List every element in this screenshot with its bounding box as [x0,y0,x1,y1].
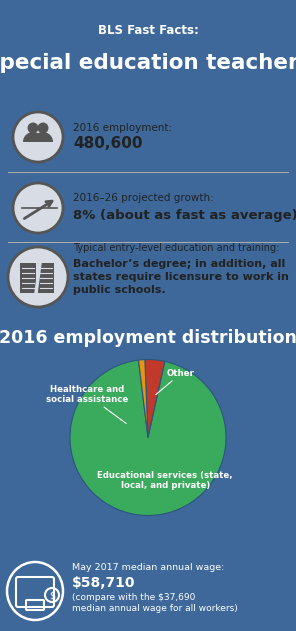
Text: 2016 employment distribution: 2016 employment distribution [0,329,296,347]
Text: May 2017 median annual wage:: May 2017 median annual wage: [72,563,224,572]
Wedge shape [139,360,148,437]
FancyBboxPatch shape [20,263,36,293]
Text: $: $ [49,590,55,600]
Circle shape [8,247,68,307]
Text: Special education teachers: Special education teachers [0,53,296,73]
Wedge shape [33,132,53,142]
Wedge shape [70,360,226,516]
Text: 8% (about as fast as average): 8% (about as fast as average) [73,208,296,221]
Text: Typical entry-level education and training:: Typical entry-level education and traini… [73,243,279,253]
Text: Other: Other [156,369,195,394]
Circle shape [13,183,63,233]
Text: 2016 employment:: 2016 employment: [73,123,172,133]
Text: 480,600: 480,600 [73,136,142,151]
Text: Healthcare and
social assistance: Healthcare and social assistance [46,385,128,423]
Text: Educational services (state,
local, and private): Educational services (state, local, and … [97,471,233,490]
Circle shape [38,122,49,134]
Wedge shape [145,360,165,437]
Text: $58,710: $58,710 [72,576,136,590]
Wedge shape [23,132,43,142]
Text: Bachelor’s degree; in addition, all
states require licensure to work in
public s: Bachelor’s degree; in addition, all stat… [73,259,289,295]
Circle shape [13,112,63,162]
Circle shape [28,122,38,134]
Text: 2016–26 projected growth:: 2016–26 projected growth: [73,193,214,203]
FancyBboxPatch shape [38,263,54,293]
Text: BLS Fast Facts:: BLS Fast Facts: [98,23,198,37]
Text: (compare with the $37,690
median annual wage for all workers): (compare with the $37,690 median annual … [72,593,238,613]
